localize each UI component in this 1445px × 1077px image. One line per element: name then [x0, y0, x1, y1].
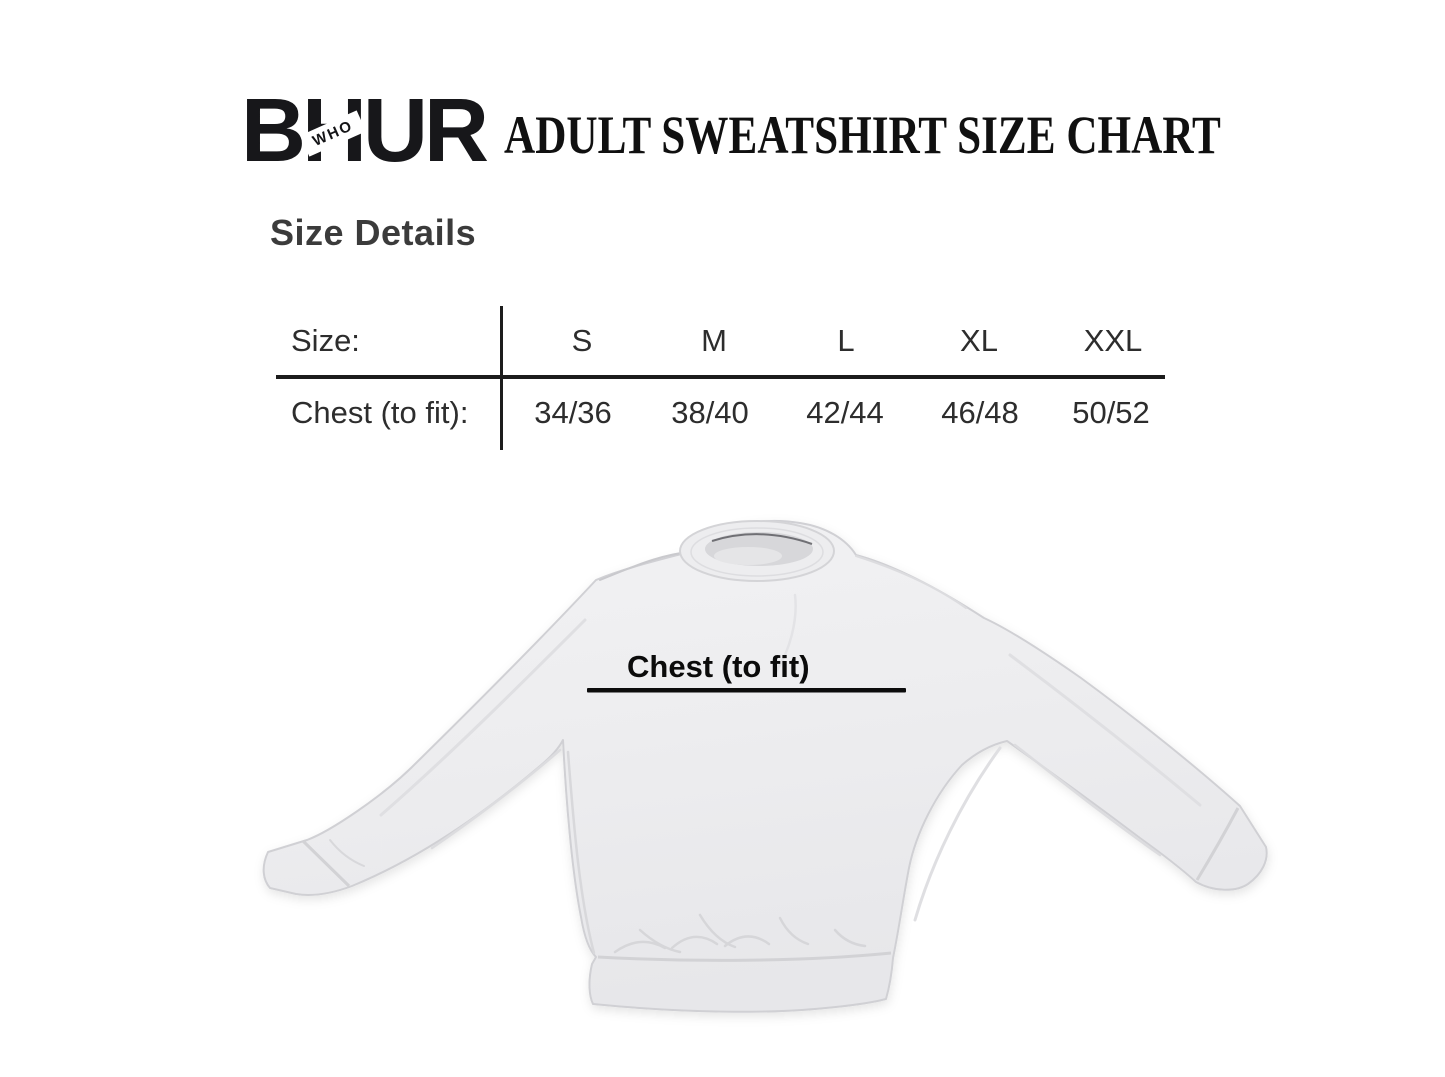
size-row-label: Size:: [291, 323, 360, 358]
chest-value-xxl: 50/52: [1072, 395, 1150, 430]
table-divider-vertical: [500, 306, 503, 450]
right-cuff-seam: [1195, 807, 1240, 881]
chest-value-s: 34/36: [534, 395, 612, 430]
size-header-xxl: XXL: [1083, 323, 1143, 358]
fabric-folds: [329, 551, 1202, 955]
left-cuff-seam: [301, 839, 351, 888]
size-header-xl: XL: [960, 323, 998, 358]
table-divider-horizontal: [276, 375, 1165, 379]
hem-gathers: [613, 913, 867, 954]
chest-value-m: 38/40: [671, 395, 749, 430]
chest-measure-line: [587, 688, 906, 693]
size-details-heading: Size Details: [270, 212, 477, 253]
sweatshirt-body: [262, 519, 1268, 1013]
chest-value-l: 42/44: [806, 395, 884, 430]
chest-measure-label: Chest (to fit): [627, 649, 810, 684]
size-header-s: S: [571, 323, 593, 358]
page-title: ADULT SWEATSHIRT SIZE CHART: [504, 105, 1221, 165]
size-header-l: L: [837, 323, 855, 358]
brand-logo: BHUR WHO: [241, 86, 489, 176]
collar: [679, 520, 835, 582]
collar-inner-shadow: [711, 533, 813, 545]
hem-band-seam: [597, 951, 892, 962]
size-header-m: M: [701, 323, 727, 358]
chest-value-xl: 46/48: [941, 395, 1019, 430]
chest-row-label: Chest (to fit):: [291, 395, 469, 430]
